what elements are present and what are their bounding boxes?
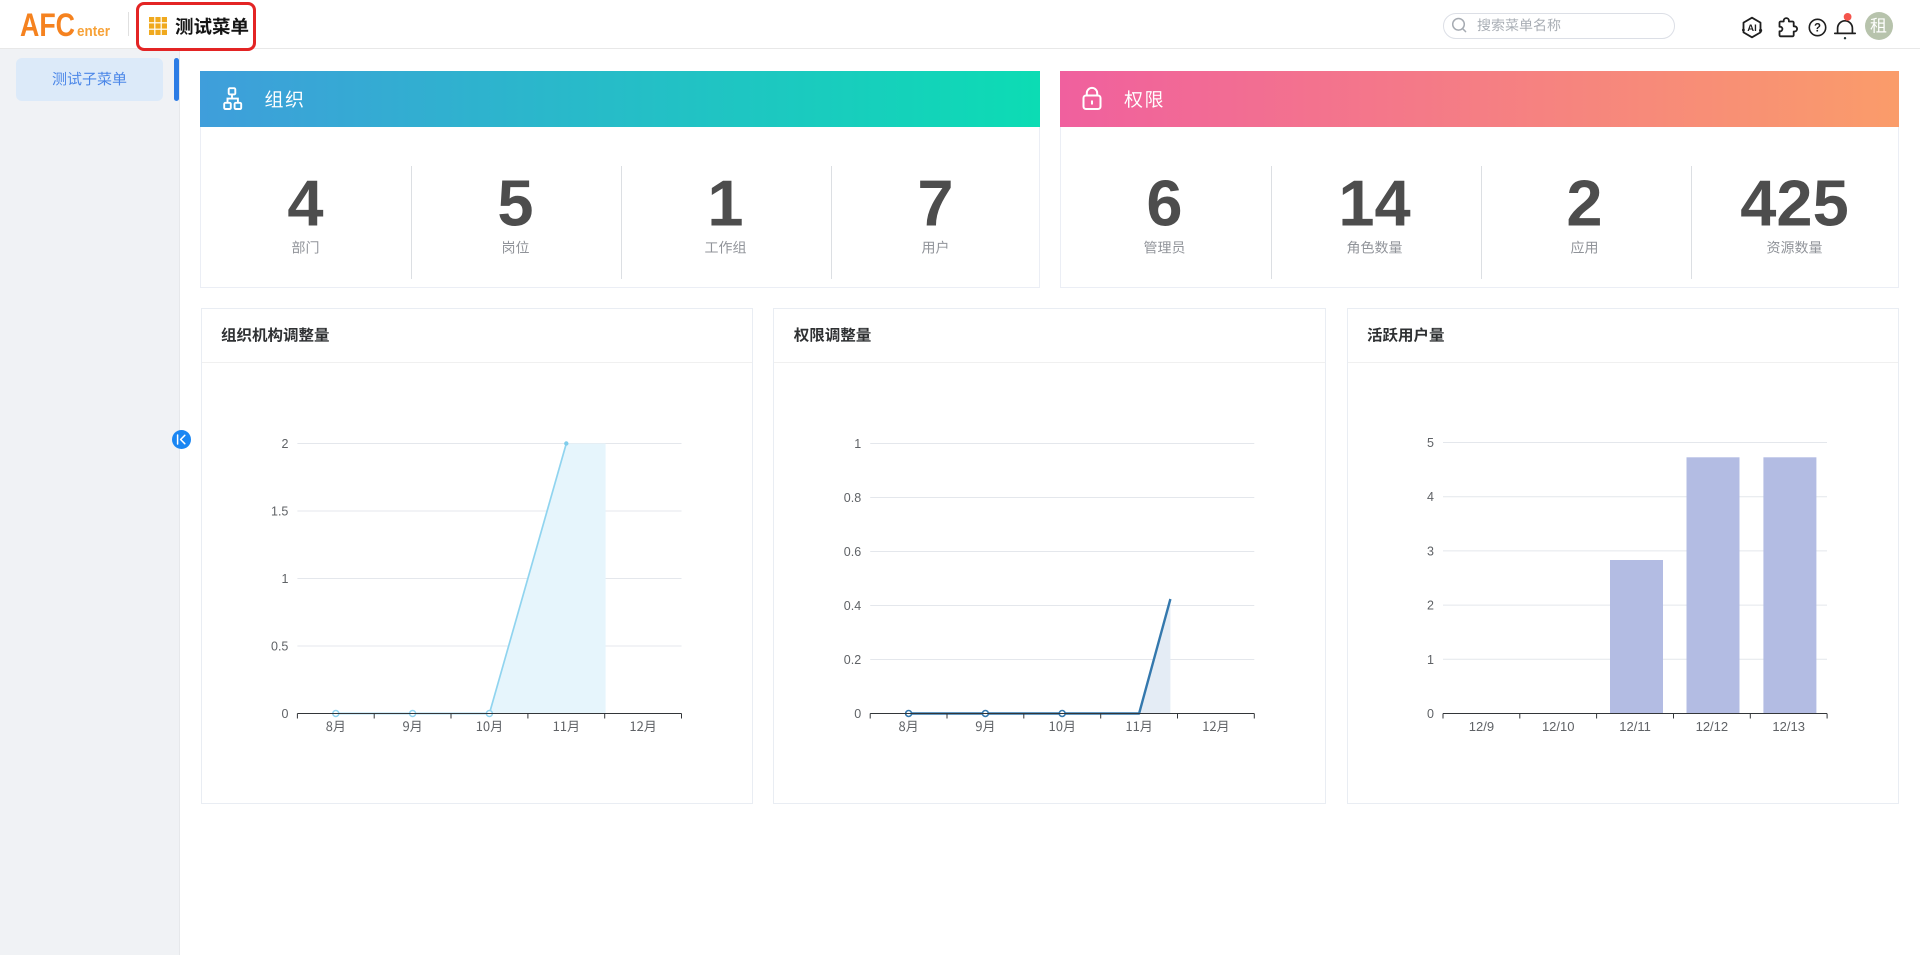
svg-text:12/12: 12/12 — [1696, 719, 1729, 734]
svg-text:1: 1 — [854, 437, 861, 451]
svg-text:4: 4 — [287, 167, 323, 240]
svg-text:AI: AI — [1747, 23, 1757, 34]
svg-text:425: 425 — [1740, 167, 1848, 240]
svg-text:14: 14 — [1338, 167, 1410, 240]
svg-text:0.5: 0.5 — [271, 640, 288, 654]
svg-text:7: 7 — [917, 167, 953, 240]
svg-text:2: 2 — [1427, 599, 1434, 613]
svg-text:0: 0 — [281, 707, 288, 721]
svg-text:AFC: AFC — [20, 7, 75, 43]
svg-text:12/10: 12/10 — [1542, 719, 1575, 734]
svg-text:2: 2 — [281, 437, 288, 451]
svg-text:0: 0 — [854, 707, 861, 721]
svg-text:4: 4 — [1427, 490, 1434, 504]
svg-text:1: 1 — [707, 167, 743, 240]
svg-text:3: 3 — [1427, 544, 1434, 558]
svg-text:5: 5 — [1427, 436, 1434, 450]
svg-text:1.5: 1.5 — [271, 505, 288, 519]
svg-text:12/9: 12/9 — [1469, 719, 1494, 734]
svg-text:0.8: 0.8 — [844, 491, 861, 505]
svg-text:2: 2 — [1566, 167, 1602, 240]
svg-text:0.4: 0.4 — [844, 599, 861, 613]
svg-text:?: ? — [1814, 23, 1821, 35]
svg-text:1: 1 — [281, 572, 288, 586]
svg-text:0.2: 0.2 — [844, 653, 861, 667]
svg-text:enter: enter — [77, 24, 110, 40]
svg-text:0: 0 — [1427, 707, 1434, 721]
svg-text:5: 5 — [497, 167, 533, 240]
svg-text:12/11: 12/11 — [1619, 719, 1651, 734]
svg-text:12/13: 12/13 — [1772, 719, 1805, 734]
svg-text:1: 1 — [1427, 653, 1434, 667]
svg-text:6: 6 — [1146, 167, 1182, 240]
svg-text:0.6: 0.6 — [844, 545, 861, 559]
